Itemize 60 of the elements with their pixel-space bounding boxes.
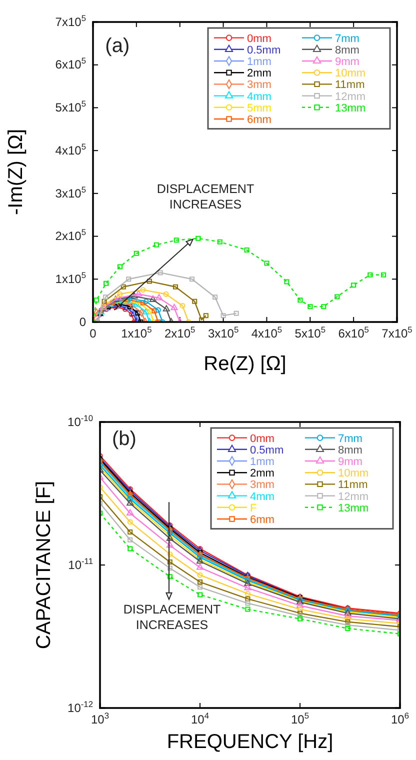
legend-label: 5mm <box>247 102 272 114</box>
legend-label: 1mm <box>247 56 272 68</box>
y-tick-label: 10$^{-11}$ <box>68 556 94 572</box>
x-tick-label: 2x10$^{5}$ <box>164 324 196 341</box>
legend-label: 9mm <box>335 56 360 68</box>
x-axis-title: FREQUENCY [Hz] <box>166 731 334 753</box>
y-tick-label: 0 <box>79 314 86 329</box>
x-tick-label: 7x10$^{5}$ <box>382 324 413 341</box>
x-tick-label: 10$^{3}$ <box>90 710 110 727</box>
legend-label: 0mm <box>250 432 274 445</box>
y-tick-label: 10$^{-10}$ <box>68 412 94 429</box>
legend-label: 2mm <box>247 68 272 80</box>
legend-label: 12mm <box>338 490 369 503</box>
legend-label: 9mm <box>338 456 362 468</box>
x-tick-label: 5x10$^{5}$ <box>294 324 326 341</box>
x-tick-label: 10$^{4}$ <box>190 710 210 727</box>
y-tick-label: 3x10$^{5}$ <box>55 184 86 200</box>
y-tick-label: 4x10$^{5}$ <box>55 141 86 158</box>
y-tick-label: 2x10$^{5}$ <box>55 227 86 244</box>
legend-label: 10mm <box>335 68 366 80</box>
y-tick-label: 7x10$^{5}$ <box>55 12 86 29</box>
legend-label: 11mm <box>335 79 365 92</box>
x-axis-title: Re(Z) [Ω] <box>204 353 286 375</box>
legend-label: 0.5mm <box>250 444 284 456</box>
legend-label: 4mm <box>250 490 274 503</box>
legend-label: 1mm <box>250 456 274 468</box>
legend-label: 7mm <box>335 32 360 45</box>
legend-label: 11mm <box>338 479 368 492</box>
legend-label: 8mm <box>338 444 362 456</box>
legend-label: 13mm <box>338 502 369 514</box>
y-tick-label: 1x10$^{5}$ <box>55 270 86 286</box>
y-axis-title: CAPACITANCE [F] <box>33 480 55 650</box>
legend-label: 7mm <box>338 432 362 445</box>
y-axis-title: -Im(Z) [Ω] <box>5 128 27 216</box>
annotation: (a) <box>105 35 130 57</box>
annotation: DISPLACEMENT INCREASES <box>123 602 221 632</box>
legend-label: F <box>250 502 257 514</box>
legend-label: 10mm <box>338 468 369 480</box>
legend-label: 12mm <box>335 90 366 103</box>
legend-label: 0mm <box>247 32 272 45</box>
legend-label: 6mm <box>247 114 272 126</box>
y-tick-label: 10$^{-12}$ <box>68 698 94 715</box>
y-tick-label: 5x10$^{5}$ <box>55 98 86 115</box>
x-tick-label: 10$^{6}$ <box>390 710 410 727</box>
legend-label: 6mm <box>250 514 274 526</box>
x-tick-label: 4x10$^{5}$ <box>251 324 282 341</box>
y-tick-label: 6x10$^{5}$ <box>55 56 86 72</box>
legend-label: 3mm <box>247 79 272 92</box>
x-tick-label: 6x10$^{5}$ <box>338 324 370 341</box>
legend-label: 8mm <box>335 44 360 56</box>
x-tick-label: 10$^{5}$ <box>290 710 310 727</box>
legend-label: 0.5mm <box>247 44 281 56</box>
legend-label: 13mm <box>335 102 366 114</box>
legend-label: 4mm <box>247 90 272 103</box>
legend-label: 3mm <box>250 479 274 492</box>
annotation: DISPLACEMENT INCREASES <box>156 182 254 212</box>
annotation: (b) <box>112 428 136 450</box>
legend-label: 2mm <box>250 468 274 480</box>
x-tick-label: 3x10$^{5}$ <box>208 324 239 341</box>
x-tick-label: 1x10$^{5}$ <box>121 324 152 341</box>
